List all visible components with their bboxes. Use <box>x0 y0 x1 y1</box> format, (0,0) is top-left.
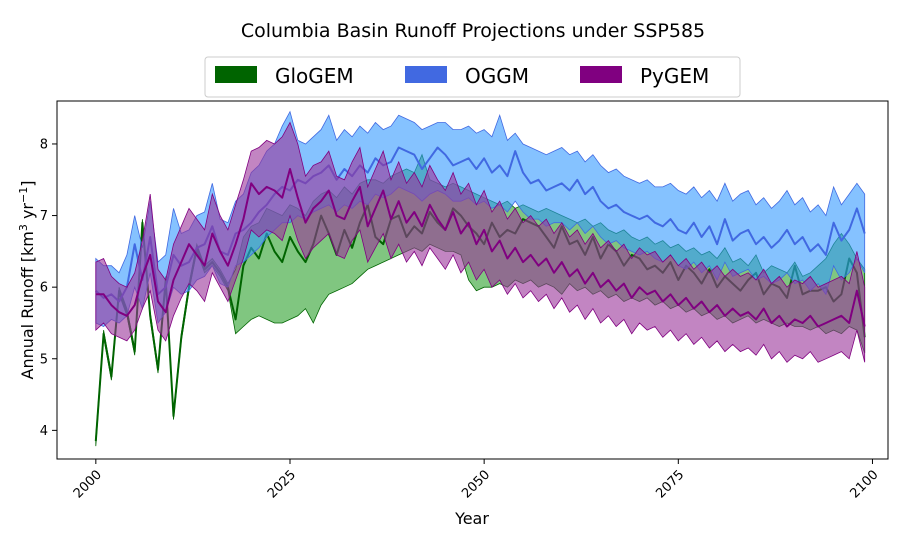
plot-frame <box>56 100 889 460</box>
x-tick-label-2025: 2025 <box>265 467 299 501</box>
legend-label-pygem: PyGEM <box>640 64 709 88</box>
x-tick-label-2000: 2000 <box>71 467 105 501</box>
y-tick-label-5: 5 <box>40 352 48 367</box>
legend-label-glogem: GloGEM <box>275 64 354 88</box>
line-pygem <box>95 168 866 328</box>
legend-swatch-glogem <box>215 66 257 83</box>
y-tick-label-7: 7 <box>40 209 48 224</box>
y-tick-label-8: 8 <box>40 137 48 152</box>
y-tick-label-6: 6 <box>40 281 48 296</box>
chart-title: Columbia Basin Runoff Projections under … <box>241 20 705 42</box>
x-tick-label-2100: 2100 <box>848 467 882 501</box>
x-tick-label-2075: 2075 <box>653 467 687 501</box>
x-axis-label: Year <box>454 509 489 528</box>
legend-swatch-pygem <box>580 66 622 83</box>
legend-swatch-oggm <box>405 66 447 83</box>
y-axis-label: Annual Runoff [km3 yr−1] <box>17 181 37 380</box>
plot-series <box>94 110 866 447</box>
legend-label-oggm: OGGM <box>465 64 529 88</box>
band-pygem <box>95 121 866 363</box>
legend: GloGEM OGGM PyGEM <box>204 56 741 98</box>
x-tick-label-2050: 2050 <box>459 467 493 501</box>
y-tick-label-4: 4 <box>40 424 48 439</box>
